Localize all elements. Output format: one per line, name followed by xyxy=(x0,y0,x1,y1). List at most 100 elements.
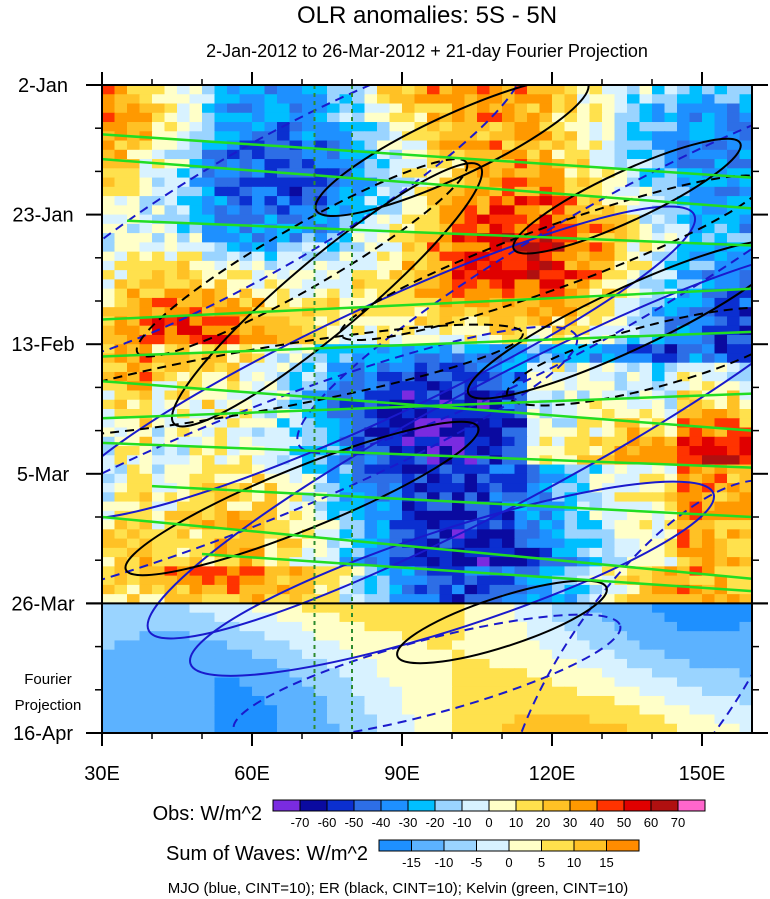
anomaly-cell xyxy=(202,603,216,614)
anomaly-cell xyxy=(327,112,341,123)
anomaly-cell xyxy=(564,714,578,725)
anomaly-cell xyxy=(489,621,503,632)
anomaly-cell xyxy=(627,159,641,169)
anomaly-cell xyxy=(677,640,691,651)
anomaly-cell xyxy=(139,168,153,179)
anomaly-cell xyxy=(239,658,253,669)
anomaly-cell xyxy=(614,223,628,234)
anomaly-cell xyxy=(402,122,416,132)
er-contour xyxy=(512,137,742,255)
anomaly-cell xyxy=(614,538,628,549)
anomaly-cell xyxy=(739,233,752,243)
anomaly-cell xyxy=(664,695,678,706)
anomaly-cell xyxy=(164,307,178,318)
anomaly-cell xyxy=(489,603,503,614)
anomaly-cell xyxy=(364,446,378,456)
anomaly-cell xyxy=(252,85,266,95)
anomaly-cell xyxy=(727,279,741,290)
anomaly-cell xyxy=(664,242,678,253)
anomaly-cell xyxy=(277,371,291,382)
anomaly-cell xyxy=(127,149,141,160)
anomaly-cell xyxy=(702,85,716,95)
anomaly-cell xyxy=(377,223,391,234)
anomaly-cell xyxy=(614,205,628,216)
anomaly-cell xyxy=(114,112,128,123)
anomaly-cell xyxy=(502,686,516,697)
anomaly-cell xyxy=(239,270,253,280)
anomaly-cell xyxy=(502,418,516,429)
anomaly-cell xyxy=(202,473,216,484)
anomaly-cell xyxy=(489,695,503,706)
anomaly-cell xyxy=(277,501,291,512)
anomaly-cell xyxy=(689,621,703,632)
anomaly-cell xyxy=(352,214,366,225)
anomaly-cell xyxy=(127,538,141,549)
anomaly-cell xyxy=(314,695,328,706)
anomaly-cell xyxy=(727,233,741,243)
anomaly-cell xyxy=(702,196,716,206)
anomaly-cell xyxy=(627,297,641,308)
anomaly-cell xyxy=(577,677,591,688)
anomaly-cell xyxy=(614,409,628,419)
anomaly-cell xyxy=(239,566,253,577)
anomaly-cell xyxy=(414,112,428,123)
anomaly-cell xyxy=(189,103,203,114)
anomaly-cell xyxy=(164,557,178,567)
anomaly-cell xyxy=(564,288,578,299)
anomaly-cell xyxy=(739,140,752,151)
anomaly-cell xyxy=(689,316,703,327)
anomaly-cell xyxy=(514,362,528,373)
anomaly-cell xyxy=(302,677,316,688)
anomaly-cell xyxy=(402,362,416,373)
anomaly-cell xyxy=(552,529,566,540)
anomaly-cell xyxy=(664,177,678,188)
mjo-contour xyxy=(189,480,715,677)
anomaly-cell xyxy=(564,612,578,623)
anomaly-cell xyxy=(327,371,341,382)
anomaly-cell xyxy=(364,159,378,169)
anomaly-cell xyxy=(727,223,741,234)
anomaly-cell xyxy=(652,371,666,382)
anomaly-cell xyxy=(702,334,716,345)
anomaly-cell xyxy=(214,233,228,243)
anomaly-cell xyxy=(102,603,116,614)
anomaly-cell xyxy=(239,297,253,308)
anomaly-cell xyxy=(202,520,216,530)
anomaly-cell xyxy=(189,594,203,604)
anomaly-cell xyxy=(452,409,466,419)
anomaly-cell xyxy=(652,399,666,410)
anomaly-cell xyxy=(652,140,666,151)
anomaly-cell xyxy=(502,501,516,512)
anomaly-cell xyxy=(664,612,678,623)
anomaly-cell xyxy=(577,205,591,216)
anomaly-cell xyxy=(252,483,266,493)
anomaly-cell xyxy=(252,381,266,392)
anomaly-cell xyxy=(402,242,416,253)
anomaly-cell xyxy=(639,621,653,632)
anomaly-cell xyxy=(252,668,266,679)
anomaly-cell xyxy=(564,584,578,595)
anomaly-cell xyxy=(439,631,453,642)
er-contour xyxy=(466,239,752,400)
anomaly-cell xyxy=(489,436,503,447)
anomaly-cell xyxy=(264,297,278,308)
anomaly-cell xyxy=(414,270,428,280)
anomaly-cell xyxy=(539,557,553,567)
anomaly-cell xyxy=(739,705,752,716)
anomaly-cell xyxy=(577,242,591,253)
anomaly-cell xyxy=(289,455,303,466)
anomaly-cell xyxy=(252,612,266,623)
anomaly-cell xyxy=(602,205,616,216)
anomaly-cell xyxy=(377,149,391,160)
anomaly-cell xyxy=(577,603,591,614)
anomaly-cell xyxy=(327,279,341,290)
anomaly-cell xyxy=(152,233,166,243)
anomaly-cell xyxy=(214,594,228,604)
anomaly-cell xyxy=(352,418,366,429)
anomaly-cell xyxy=(302,612,316,623)
anomaly-cell xyxy=(314,714,328,725)
anomaly-cell xyxy=(739,196,752,206)
anomaly-cell xyxy=(689,473,703,484)
anomaly-cell xyxy=(527,640,541,651)
anomaly-cell xyxy=(714,640,728,651)
